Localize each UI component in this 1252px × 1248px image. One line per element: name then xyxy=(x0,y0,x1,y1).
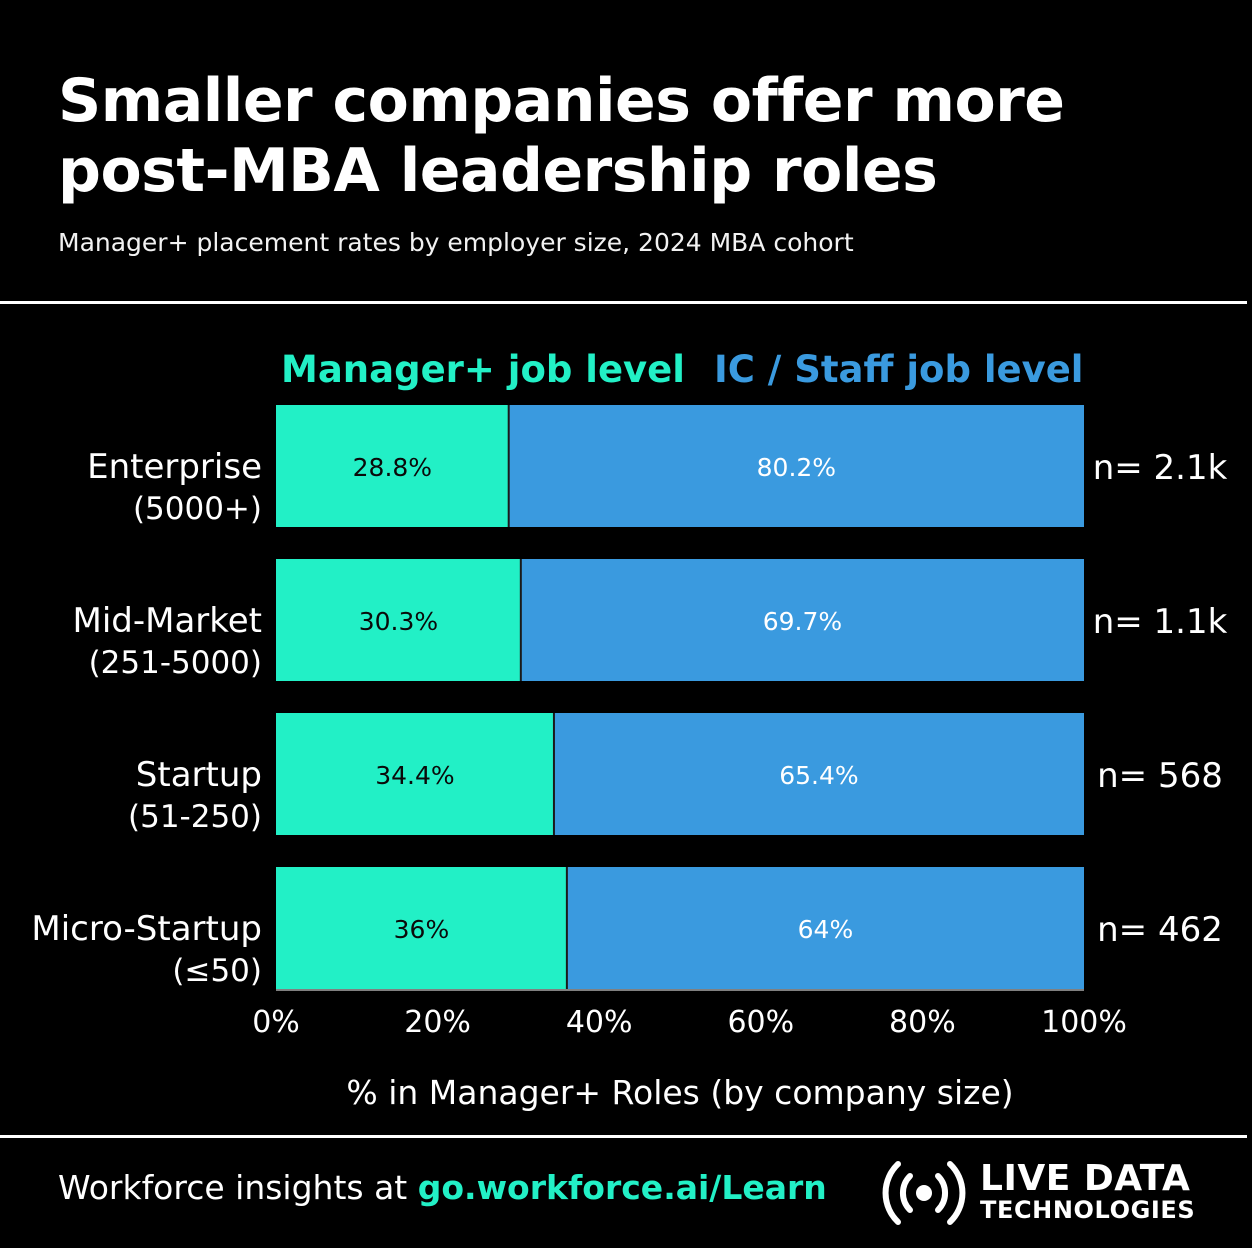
category-label: Micro-Startup xyxy=(31,909,262,949)
bar-ic xyxy=(508,405,1085,527)
category-size-label: (51-250) xyxy=(128,799,262,835)
bar-manager xyxy=(276,867,567,989)
x-tick-label: 0% xyxy=(252,1005,300,1040)
sample-size-label: n= 1.1k xyxy=(1093,602,1228,642)
bar-manager xyxy=(276,713,554,835)
data-label-manager: 34.4% xyxy=(375,761,454,790)
sample-size-label: n= 568 xyxy=(1097,756,1223,796)
x-tick-label: 80% xyxy=(889,1005,956,1040)
bar-ic xyxy=(566,867,1084,989)
category-size-label: (5000+) xyxy=(133,491,262,527)
footer-link[interactable]: go.workforce.ai/Learn xyxy=(417,1168,827,1207)
data-label-ic: 69.7% xyxy=(763,607,842,636)
bottom-divider xyxy=(0,1135,1247,1138)
legend-ic: IC / Staff job level xyxy=(714,348,1084,391)
broadcast-icon xyxy=(882,1161,966,1225)
bar-manager xyxy=(276,405,509,527)
data-label-manager: 28.8% xyxy=(353,453,432,482)
data-label-manager: 36% xyxy=(394,915,450,944)
sample-size-label: n= 462 xyxy=(1097,910,1223,950)
chart-subtitle: Manager+ placement rates by employer siz… xyxy=(58,228,854,257)
legend-manager: Manager+ job level xyxy=(281,348,685,391)
x-tick-label: 100% xyxy=(1041,1005,1127,1040)
data-label-manager: 30.3% xyxy=(359,607,438,636)
x-axis-title: % in Manager+ Roles (by company size) xyxy=(346,1073,1013,1112)
logo-text-line1: LIVE DATA xyxy=(980,1158,1191,1199)
bar-manager xyxy=(276,559,521,681)
data-label-ic: 80.2% xyxy=(757,453,836,482)
bar-ic xyxy=(553,713,1084,835)
company-logo: LIVE DATA TECHNOLOGIES xyxy=(876,1158,1216,1228)
data-label-ic: 64% xyxy=(798,915,854,944)
category-size-label: (≤50) xyxy=(172,953,262,989)
x-tick-label: 20% xyxy=(404,1005,471,1040)
footer-prefix: Workforce insights at xyxy=(58,1168,418,1207)
category-label: Startup xyxy=(136,755,262,795)
x-tick-label: 60% xyxy=(727,1005,794,1040)
bar-ic xyxy=(520,559,1084,681)
data-label-ic: 65.4% xyxy=(779,761,858,790)
top-divider xyxy=(0,301,1247,304)
category-label: Enterprise xyxy=(87,447,262,487)
footer-text: Workforce insights at go.workforce.ai/Le… xyxy=(58,1168,827,1207)
category-size-label: (251-5000) xyxy=(89,645,262,681)
x-tick-label: 40% xyxy=(566,1005,633,1040)
chart-title: Smaller companies offer more post-MBA le… xyxy=(58,66,1065,206)
stacked-bar-chart: 28.8% 80.2% Enterprise (5000+) n= 2.1k 30.3% 6… xyxy=(31,405,1228,1112)
category-label: Mid-Market xyxy=(72,601,262,641)
sample-size-label: n= 2.1k xyxy=(1093,448,1228,488)
logo-text-line2: TECHNOLOGIES xyxy=(980,1196,1196,1224)
